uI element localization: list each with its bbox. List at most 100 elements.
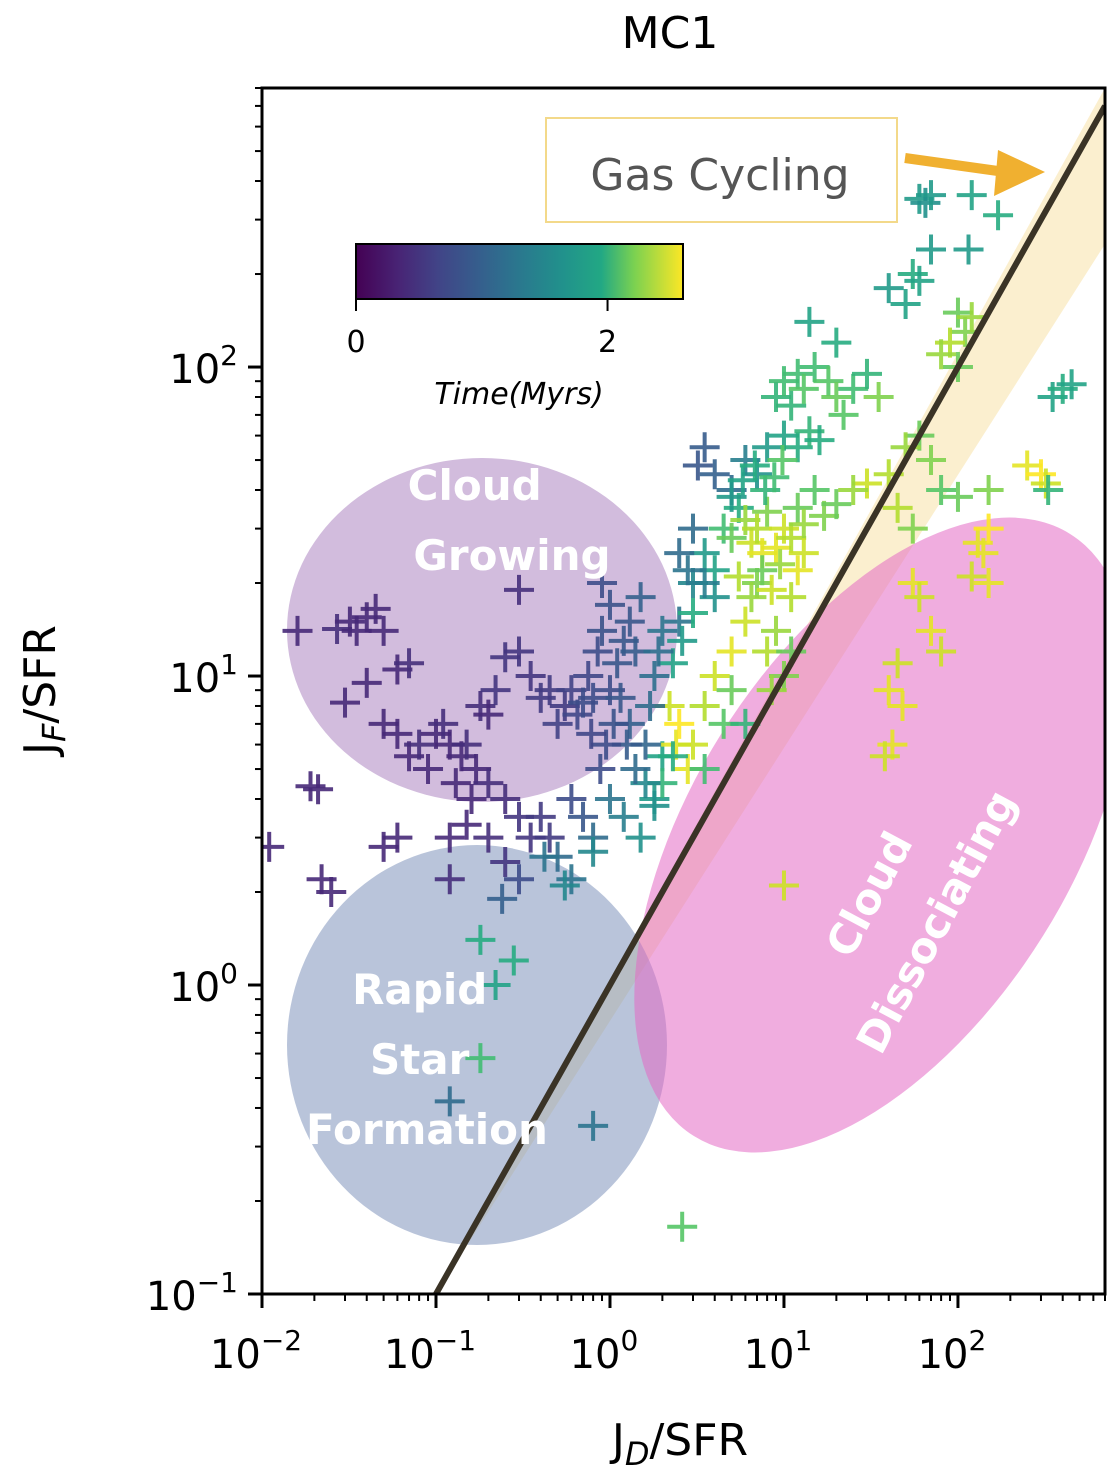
plot-area	[262, 88, 1105, 1294]
data-point	[473, 822, 504, 853]
colorbar-tick-label: 2	[598, 325, 617, 360]
x-tick-label: 100	[570, 1324, 639, 1378]
data-point	[594, 783, 625, 814]
data-point	[821, 381, 852, 412]
data-point	[782, 492, 813, 523]
data-point	[614, 606, 645, 637]
data-point	[498, 945, 529, 976]
data-point	[916, 180, 947, 211]
data-point	[983, 200, 1014, 231]
data-point	[480, 970, 511, 1001]
data-point	[404, 729, 435, 760]
data-point	[956, 561, 987, 592]
chart-title: MC1	[622, 8, 719, 59]
data-point	[667, 1211, 698, 1242]
x-tick-label: 10−2	[210, 1324, 302, 1378]
data-point	[897, 513, 928, 544]
data-point	[742, 568, 773, 599]
data-point	[776, 390, 807, 421]
data-point	[585, 754, 616, 785]
data-point	[587, 568, 618, 599]
data-point	[821, 489, 852, 520]
data-point	[480, 675, 511, 706]
data-point	[303, 774, 334, 805]
x-tick-label-exponent: 2	[969, 1324, 987, 1357]
data-point	[504, 574, 535, 605]
data-point	[556, 783, 587, 814]
data-point	[761, 381, 792, 412]
data-point	[759, 462, 790, 493]
data-point	[598, 708, 629, 739]
data-point	[956, 180, 987, 211]
y-tick-label: 100	[169, 957, 238, 1011]
colorbar-tick-label: 0	[346, 325, 365, 360]
data-point	[973, 513, 1004, 544]
colorbar-gradient	[355, 243, 684, 300]
data-point	[1030, 468, 1061, 499]
data-point	[549, 870, 580, 901]
data-point	[657, 741, 688, 772]
data-point	[667, 625, 698, 656]
data-point	[587, 615, 618, 646]
data-point	[828, 399, 859, 430]
data-point	[625, 582, 656, 613]
data-point	[887, 690, 918, 721]
data-point	[821, 327, 852, 358]
data-point	[716, 522, 747, 553]
data-point	[767, 445, 798, 476]
x-tick-label-base: 10	[384, 1332, 435, 1378]
x-tick-label-base: 10	[744, 1332, 795, 1378]
equality-line	[433, 104, 1105, 1294]
data-point	[890, 288, 921, 319]
y-tick-label: 10−1	[146, 1266, 238, 1320]
data-point	[582, 636, 613, 667]
data-point	[926, 636, 957, 667]
data-point	[838, 475, 869, 505]
data-point	[689, 754, 720, 785]
data-point	[689, 538, 720, 569]
cloud-growing-label: Cloud Growing	[408, 461, 611, 580]
data-point	[394, 648, 425, 679]
cloud-growing-line-1: Cloud	[408, 461, 542, 510]
rapid-star-formation-line-2: Star	[370, 1035, 470, 1084]
data-point	[761, 615, 792, 646]
x-axis: 10−2 10−1 100 101 102	[210, 1294, 1106, 1378]
data-point	[316, 877, 347, 907]
data-point	[461, 754, 492, 785]
data-point	[689, 432, 720, 463]
data-point	[578, 1110, 609, 1141]
rapid-star-formation-label: Rapid Star Formation	[306, 965, 548, 1154]
data-point	[360, 593, 391, 624]
data-point	[440, 768, 471, 799]
data-point	[926, 475, 957, 505]
x-tick-label-base: 10	[570, 1332, 621, 1378]
data-point	[677, 513, 708, 544]
data-point	[799, 475, 830, 505]
data-point	[605, 682, 636, 713]
data-point	[434, 864, 465, 895]
scatter-points	[262, 180, 1087, 1242]
data-point	[689, 568, 720, 599]
data-point	[782, 432, 813, 463]
data-point	[465, 924, 496, 955]
data-point	[677, 597, 708, 628]
data-point	[568, 801, 599, 832]
data-point	[873, 273, 904, 304]
data-point	[594, 589, 625, 620]
data-point	[456, 783, 487, 814]
data-point	[635, 690, 666, 721]
data-point	[727, 465, 758, 496]
data-point	[799, 352, 830, 383]
y-tick-label: 102	[169, 339, 238, 393]
y-axis-label-main: J	[15, 742, 66, 758]
data-point	[428, 708, 459, 739]
data-point	[739, 450, 770, 481]
data-point	[776, 522, 807, 553]
data-point	[723, 561, 754, 592]
data-point	[608, 801, 639, 832]
data-point	[788, 509, 819, 540]
y-tick-label-base: 10	[146, 1274, 197, 1320]
colorbar-label: Time(Myrs)	[434, 377, 603, 412]
